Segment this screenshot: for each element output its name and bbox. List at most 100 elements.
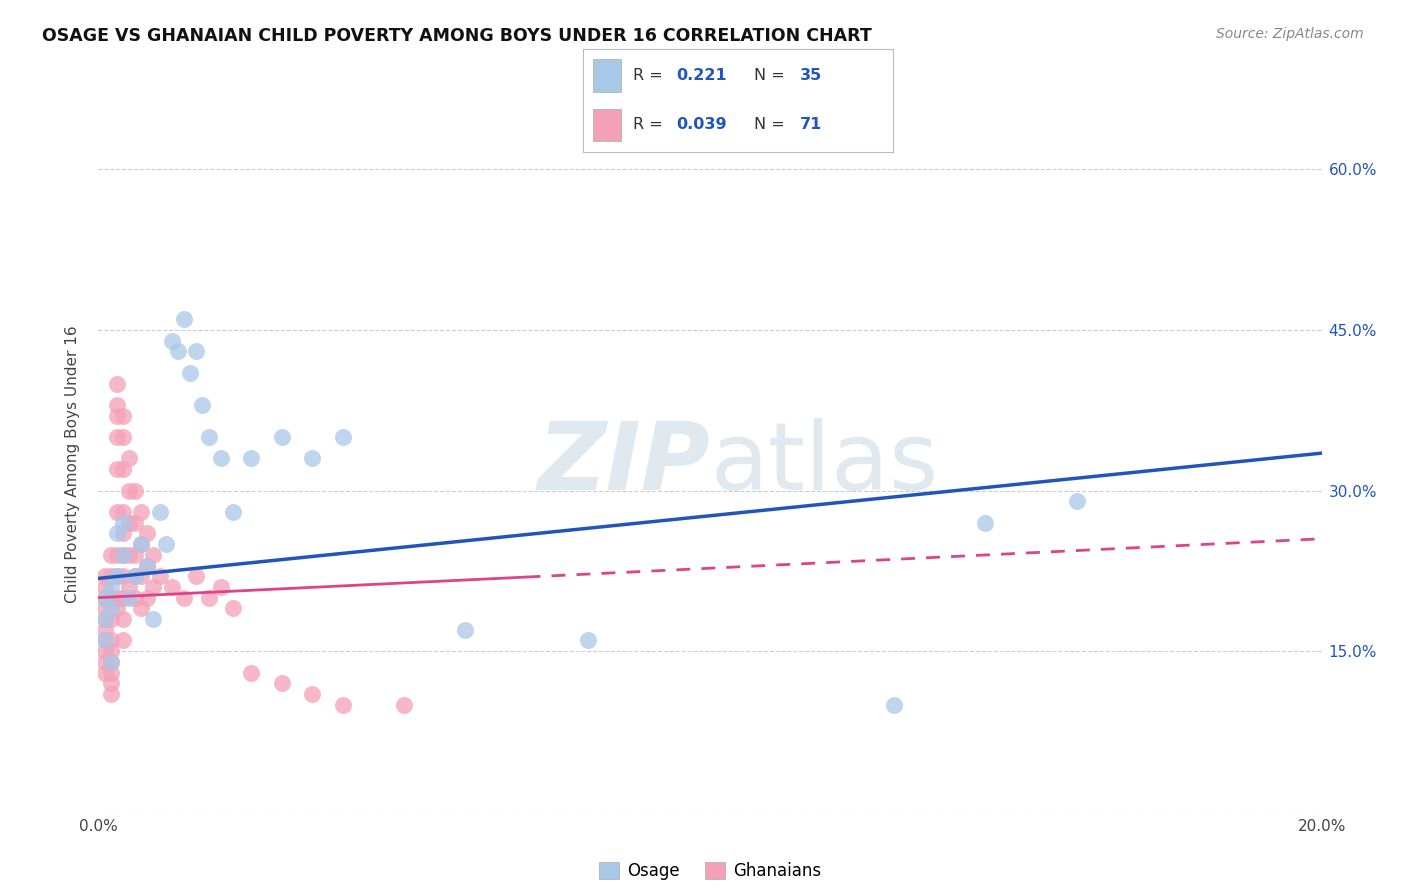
Point — [179, 366, 201, 380]
Y-axis label: Child Poverty Among Boys Under 16: Child Poverty Among Boys Under 16 — [65, 325, 80, 603]
Point — [160, 334, 183, 348]
Point — [167, 344, 190, 359]
Text: N =: N = — [754, 68, 790, 83]
Point — [240, 665, 263, 680]
Point — [100, 548, 122, 562]
Legend: Osage, Ghanaians: Osage, Ghanaians — [592, 855, 828, 887]
Point — [105, 569, 128, 583]
Point — [576, 633, 599, 648]
Point — [118, 591, 141, 605]
FancyBboxPatch shape — [593, 60, 620, 92]
Point — [111, 505, 134, 519]
Text: R =: R = — [633, 68, 668, 83]
Point — [100, 601, 122, 615]
Point — [111, 591, 134, 605]
Point — [1066, 494, 1088, 508]
Point — [332, 698, 354, 712]
Point — [222, 505, 245, 519]
Point — [100, 676, 122, 690]
Text: atlas: atlas — [710, 417, 938, 510]
Point — [93, 665, 115, 680]
Point — [93, 633, 115, 648]
Point — [93, 644, 115, 658]
Point — [93, 633, 115, 648]
Point — [124, 516, 146, 530]
Point — [100, 665, 122, 680]
Point — [100, 655, 122, 669]
Point — [129, 537, 152, 551]
Point — [883, 698, 905, 712]
Point — [118, 580, 141, 594]
Point — [111, 548, 134, 562]
Point — [105, 591, 128, 605]
Point — [270, 430, 292, 444]
Text: Source: ZipAtlas.com: Source: ZipAtlas.com — [1216, 27, 1364, 41]
FancyBboxPatch shape — [593, 109, 620, 141]
Point — [270, 676, 292, 690]
Point — [93, 601, 115, 615]
Point — [111, 633, 134, 648]
Point — [173, 312, 195, 326]
Text: 0.221: 0.221 — [676, 68, 727, 83]
Point — [392, 698, 416, 712]
Point — [111, 462, 134, 476]
Point — [93, 580, 115, 594]
Point — [136, 526, 159, 541]
Point — [100, 591, 122, 605]
Point — [93, 612, 115, 626]
Point — [142, 612, 165, 626]
Point — [93, 623, 115, 637]
Point — [454, 623, 477, 637]
Point — [93, 655, 115, 669]
Point — [197, 591, 219, 605]
Point — [105, 376, 128, 391]
Point — [111, 430, 134, 444]
Point — [124, 548, 146, 562]
Point — [100, 569, 122, 583]
Point — [173, 591, 195, 605]
Point — [111, 569, 134, 583]
Point — [118, 483, 141, 498]
Point — [105, 398, 128, 412]
Text: OSAGE VS GHANAIAN CHILD POVERTY AMONG BOYS UNDER 16 CORRELATION CHART: OSAGE VS GHANAIAN CHILD POVERTY AMONG BO… — [42, 27, 872, 45]
Point — [111, 516, 134, 530]
Point — [149, 569, 172, 583]
Point — [186, 569, 208, 583]
Point — [129, 569, 152, 583]
Text: 0.039: 0.039 — [676, 118, 727, 133]
Point — [105, 526, 128, 541]
Point — [124, 569, 146, 583]
Point — [209, 580, 232, 594]
Point — [105, 601, 128, 615]
Point — [105, 430, 128, 444]
Text: 35: 35 — [800, 68, 823, 83]
Point — [160, 580, 183, 594]
Point — [974, 516, 997, 530]
Point — [191, 398, 214, 412]
Point — [124, 483, 146, 498]
Text: ZIP: ZIP — [537, 417, 710, 510]
Point — [142, 548, 165, 562]
Point — [301, 687, 323, 701]
Point — [129, 601, 152, 615]
Point — [105, 569, 128, 583]
Point — [105, 505, 128, 519]
Point — [155, 537, 177, 551]
Point — [129, 537, 152, 551]
Point — [301, 451, 323, 466]
Text: 71: 71 — [800, 118, 823, 133]
Point — [332, 430, 354, 444]
Point — [136, 558, 159, 573]
Point — [124, 569, 146, 583]
Point — [100, 612, 122, 626]
Point — [100, 580, 122, 594]
Point — [136, 591, 159, 605]
Point — [105, 409, 128, 423]
Point — [136, 558, 159, 573]
Point — [105, 462, 128, 476]
Point — [93, 569, 115, 583]
Point — [100, 655, 122, 669]
Point — [124, 591, 146, 605]
Point — [105, 548, 128, 562]
Point — [186, 344, 208, 359]
